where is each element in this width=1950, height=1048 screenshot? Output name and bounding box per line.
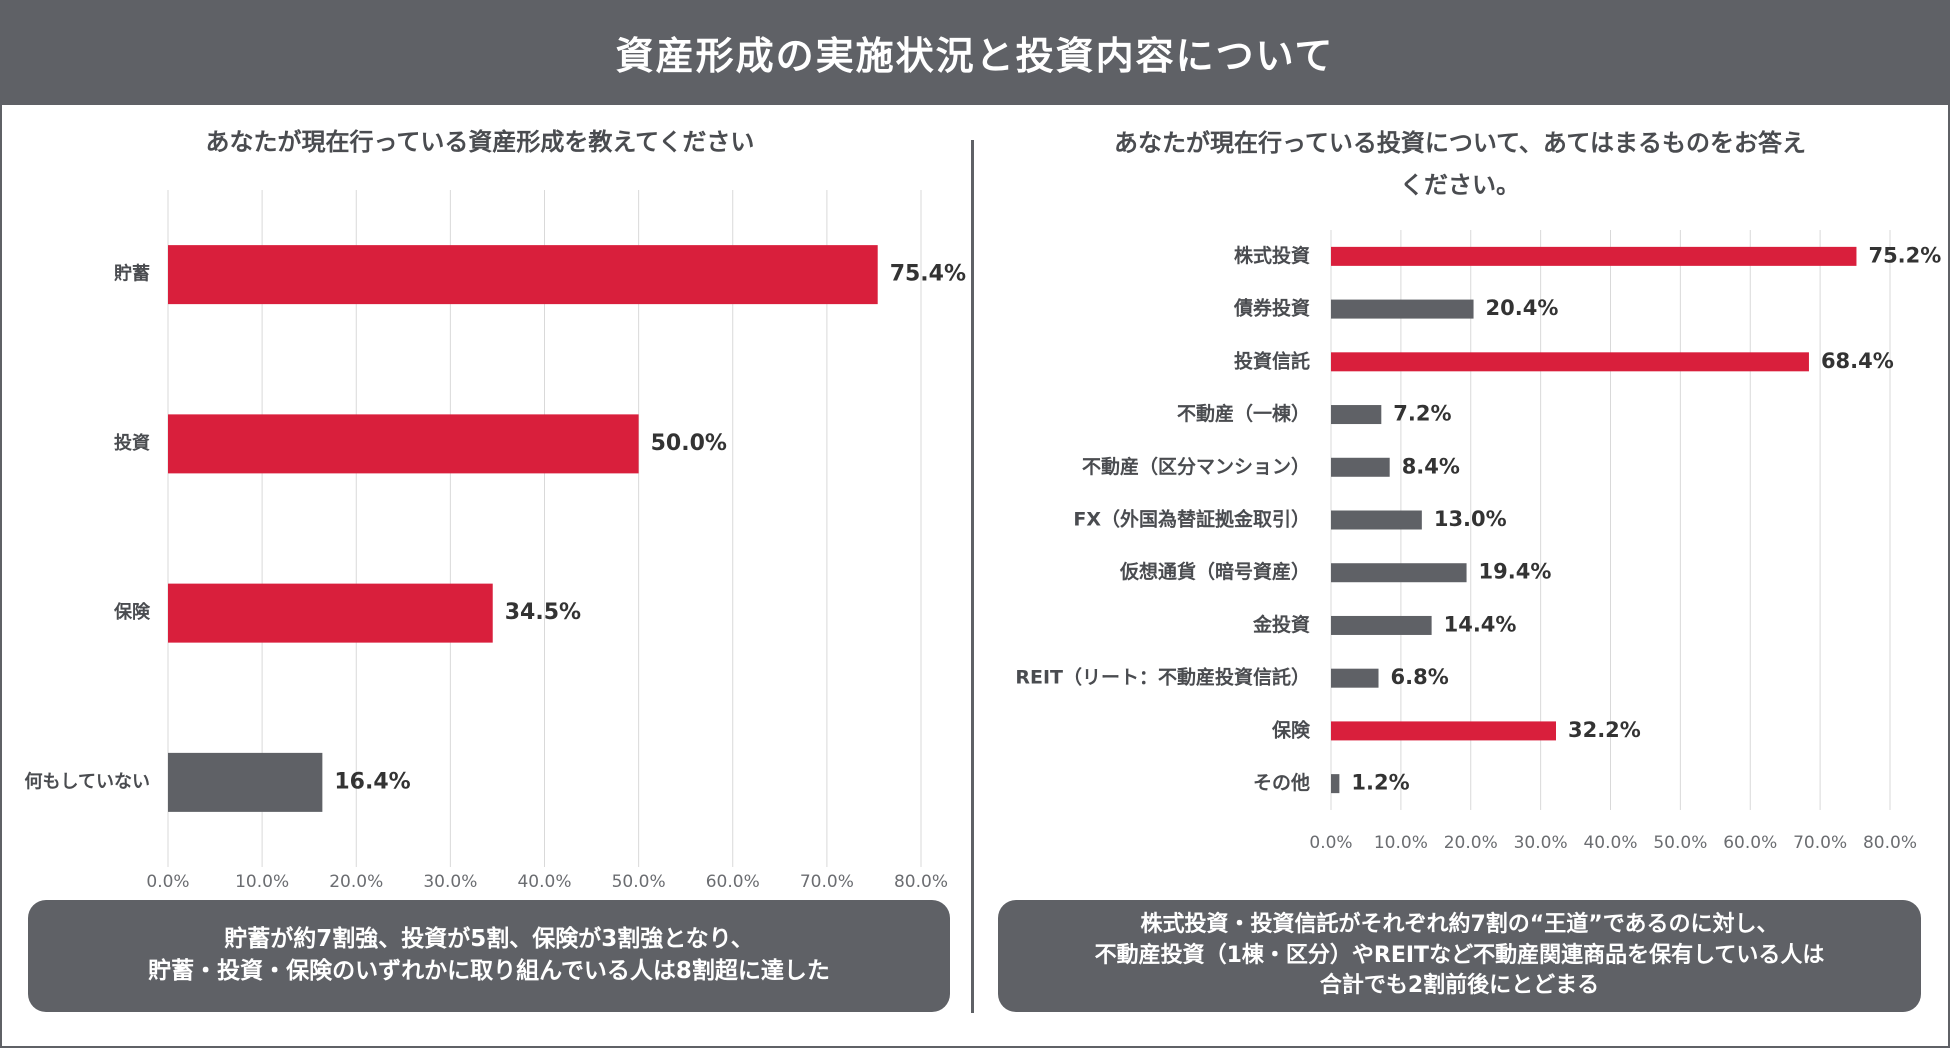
right-chart-bar [1331,721,1556,741]
right-chart-x-tick-label: 40.0% [1583,833,1637,853]
right-summary-line-2: 不動産投資（1棟・区分）やREITなど不動産関連商品を保有している人は [1094,942,1825,968]
right-chart-category-label: FX（外国為替証拠金取引） [1073,508,1310,531]
left-summary-line-2: 貯蓄・投資・保険のいずれかに取り組んでいる人は8割超に達した [148,958,830,984]
left-bar-chart: 0.0% 10.0% 20.0% 30.0% 40.0% 50.0% 60.0% 70.0% 8… [25,190,966,892]
left-chart-bar [168,583,493,643]
right-chart-bar [1331,299,1474,319]
right-chart-category-label: 株式投資 [1234,244,1310,267]
right-chart-bar [1331,774,1340,794]
left-chart-x-tick-label: 20.0% [329,872,383,892]
left-chart-title: あなたが現在行っている資産形成を教えてください [205,128,755,156]
right-summary-line-3: 合計でも2割前後にとどまる [1319,973,1600,999]
left-chart-bar [168,752,323,812]
left-chart-x-tick-label: 30.0% [423,872,477,892]
right-chart-title-line-2: ください。 [1400,171,1520,199]
right-chart-data-label: 6.8% [1391,665,1449,689]
right-chart-data-label: 1.2% [1351,771,1409,795]
right-chart-category-label: 金投資 [1252,613,1310,636]
left-chart-data-label: 50.0% [651,431,727,456]
right-summary-line-1: 株式投資・投資信託がそれぞれ約7割の“王道”であるのに対し、 [1140,912,1779,938]
left-chart-x-tick-label: 70.0% [800,872,854,892]
right-chart-bar [1331,405,1382,425]
left-chart-x-tick-label: 60.0% [706,872,760,892]
left-chart-category-label: 何もしていない [25,770,150,792]
left-chart-data-label: 75.4% [890,262,966,287]
right-chart-data-label: 19.4% [1479,560,1552,584]
right-chart-category-label: 仮想通貨（暗号資産） [1119,560,1310,583]
right-chart-data-label: 32.2% [1568,718,1641,742]
right-chart-category-label: その他 [1253,771,1310,794]
right-chart-x-tick-label: 10.0% [1374,833,1428,853]
left-chart-x-tick-label: 80.0% [894,872,948,892]
right-chart-bar [1331,668,1379,688]
right-chart-bar [1331,563,1467,583]
left-chart-bar [168,414,639,474]
right-chart-x-tick-label: 60.0% [1723,833,1777,853]
left-chart-x-tick-label: 0.0% [146,872,189,892]
right-chart-data-label: 75.2% [1868,243,1941,267]
right-chart-category-label: 債券投資 [1233,297,1310,320]
right-chart-x-tick-label: 0.0% [1309,833,1352,853]
left-summary-line-1: 貯蓄が約7割強、投資が5割、保険が3割強となり、 [224,926,754,953]
left-chart-x-tick-label: 10.0% [235,872,289,892]
right-summary-box: 株式投資・投資信託がそれぞれ約7割の“王道”であるのに対し、 不動産投資（1棟・… [998,900,1921,1012]
right-chart-data-label: 20.4% [1486,296,1559,320]
right-chart-bar [1331,615,1432,635]
left-chart-x-tick-label: 50.0% [612,872,666,892]
right-chart-category-label: 不動産（区分マンション） [1082,455,1310,478]
right-chart-x-tick-label: 70.0% [1793,833,1847,853]
left-chart-data-label: 34.5% [505,600,581,625]
right-bar-chart: 0.0% 10.0% 20.0% 30.0% 40.0% 50.0% 60.0% 70.0% 8… [1015,230,1941,853]
left-chart-category-label: 保険 [113,601,151,623]
right-chart-data-label: 14.4% [1444,612,1517,636]
right-chart-data-label: 13.0% [1434,507,1507,531]
panel-divider [971,140,974,1013]
right-chart-bar [1331,510,1422,530]
right-chart-category-label: REIT（リート：不動産投資信託） [1015,666,1310,689]
left-chart-category-label: 投資 [114,432,150,454]
page-title: 資産形成の実施状況と投資内容について [615,34,1335,78]
right-chart-title: あなたが現在行っている投資について、あてはまるものをお答え ください。 [1000,122,1920,206]
right-chart-title-line-1: あなたが現在行っている投資について、あてはまるものをお答え [1114,129,1806,157]
left-summary-box: 貯蓄が約7割強、投資が5割、保険が3割強となり、 貯蓄・投資・保険のいずれかに取… [28,900,950,1012]
left-chart-data-label: 16.4% [334,769,410,794]
right-chart-data-label: 8.4% [1402,454,1460,478]
right-chart-bar [1331,457,1390,477]
right-chart-data-label: 7.2% [1393,402,1451,426]
right-chart-category-label: 不動産（一棟） [1177,402,1310,425]
right-chart-category-label: 保険 [1271,718,1311,741]
header-banner: 資産形成の実施状況と投資内容について [0,0,1950,105]
right-chart-data-label: 68.4% [1821,349,1894,373]
right-chart-category-label: 投資信託 [1234,349,1310,372]
right-chart-x-tick-label: 80.0% [1863,833,1917,853]
left-chart-x-tick-label: 40.0% [517,872,571,892]
left-chart-bar [168,245,878,305]
left-chart-category-label: 貯蓄 [114,263,150,285]
right-chart-x-tick-label: 30.0% [1514,833,1568,853]
right-chart-bar [1331,352,1809,372]
right-chart-x-tick-label: 20.0% [1444,833,1498,853]
right-chart-x-tick-label: 50.0% [1653,833,1707,853]
right-chart-bar [1331,246,1857,266]
